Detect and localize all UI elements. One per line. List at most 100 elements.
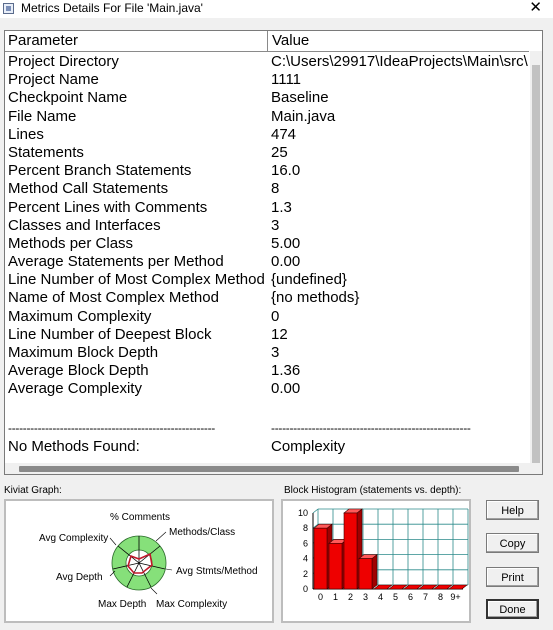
parameter-cell: Classes and Interfaces	[8, 216, 161, 234]
table-row[interactable]: Percent Lines with Comments 1.3	[5, 199, 529, 217]
separator-right: ----------------------------------------…	[271, 421, 471, 435]
histogram-x-tick: 5	[393, 592, 398, 602]
kiviat-axis-max-complexity: Max Complexity	[156, 599, 228, 610]
value-cell: C:\Users\29917\IdeaProjects\Main\src\	[271, 53, 528, 70]
histogram-x-tick: 3	[363, 592, 368, 602]
parameter-cell: Checkpoint Name	[8, 89, 128, 107]
table-row[interactable]: Line Number of Most Complex Method {undef…	[5, 271, 529, 289]
value-cell: 0.00	[271, 380, 301, 398]
horizontal-scrollbar[interactable]	[5, 463, 542, 474]
table-row[interactable]: Name of Most Complex Method {no methods}	[5, 289, 529, 307]
histogram-x-tick: 0	[318, 592, 323, 602]
column-header-parameter[interactable]: Parameter	[5, 31, 268, 51]
histogram-y-tick: 4	[303, 554, 308, 564]
column-header-value[interactable]: Value	[272, 32, 310, 49]
kiviat-graph-label: Kiviat Graph:	[4, 485, 62, 496]
kiviat-graph: % Comments Methods/Class Avg Stmts/Metho…	[4, 499, 274, 623]
histogram-x-tick: 1	[333, 592, 338, 602]
value-cell: 3	[271, 216, 280, 234]
separator-left: ----------------------------------------…	[8, 421, 215, 435]
value-cell: 1.3	[271, 198, 292, 216]
histogram-bar	[358, 558, 373, 590]
histogram-y-tick: 10	[298, 508, 308, 518]
kiviat-leader-lines	[109, 531, 173, 595]
parameter-cell: Average Block Depth	[8, 362, 149, 380]
histogram-x-tick: 6	[408, 592, 413, 602]
table-row[interactable]: Classes and Interfaces 3	[5, 217, 529, 235]
table-row[interactable]: Project Directory C:\Users\29917\IdeaProj…	[5, 53, 529, 71]
done-button[interactable]: Done	[486, 599, 539, 619]
no-methods-label: No Methods Found:	[8, 438, 140, 455]
histogram-x-tick: 9+	[450, 592, 460, 602]
app-window-icon	[3, 3, 14, 14]
copy-button[interactable]: Copy	[486, 533, 539, 553]
table-row[interactable]: Maximum Complexity 0	[5, 308, 529, 326]
value-cell: 12	[271, 325, 288, 343]
separator-row: ----------------------------------------…	[5, 421, 529, 435]
horizontal-scroll-thumb[interactable]	[19, 466, 519, 472]
block-histogram: 10 8 6 4 2 0 0 1 2 3 4 5 6 7 8 9+	[281, 499, 471, 623]
kiviat-svg	[109, 531, 173, 595]
kiviat-metric-shape	[127, 552, 153, 574]
histogram-x-tick: 8	[438, 592, 443, 602]
help-button[interactable]: Help	[486, 500, 539, 520]
table-row[interactable]: Statements 25	[5, 144, 529, 162]
value-cell: 1.36	[271, 362, 301, 380]
complexity-label: Complexity	[271, 438, 346, 455]
histogram-bar	[448, 584, 468, 590]
histogram-x-tick: 2	[348, 592, 353, 602]
value-cell: {undefined}	[271, 271, 347, 289]
kiviat-axis-comments: % Comments	[110, 512, 171, 523]
value-cell: 3	[271, 344, 280, 361]
table-row[interactable]: Methods per Class 5.00	[5, 235, 529, 253]
vertical-scrollbar[interactable]	[530, 51, 542, 465]
parameter-cell: Maximum Complexity	[8, 307, 152, 325]
parameter-cell: Percent Lines with Comments	[8, 198, 208, 216]
parameter-cell: Percent Branch Statements	[8, 162, 192, 180]
table-row[interactable]: Maximum Block Depth 3	[5, 344, 529, 362]
kiviat-axis-avg-stmts-per-method: Avg Stmts/Method	[176, 566, 258, 577]
parameter-cell: Average Statements per Method	[8, 253, 224, 271]
print-button[interactable]: Print	[486, 567, 539, 587]
histogram-bar	[328, 543, 343, 590]
histogram-bar	[343, 512, 358, 590]
table-row[interactable]: Line Number of Deepest Block 12	[5, 326, 529, 344]
kiviat-axis-avg-depth: Avg Depth	[56, 572, 103, 583]
value-cell: 0	[271, 307, 280, 325]
metrics-table: Parameter Value Project Directory C:\User…	[4, 30, 543, 475]
table-row[interactable]: Checkpoint Name Baseline	[5, 89, 529, 107]
kiviat-axis-max-depth: Max Depth	[98, 599, 147, 610]
close-button[interactable]: ✕	[529, 0, 542, 16]
histogram-y-tick: 0	[303, 584, 308, 594]
parameter-cell: Line Number of Deepest Block	[8, 325, 212, 343]
parameter-cell: Lines	[8, 125, 44, 143]
vertical-scroll-thumb[interactable]	[532, 65, 540, 465]
table-header: Parameter Value	[5, 31, 529, 52]
histogram-y-tick: 6	[303, 538, 308, 548]
histogram-y-tick: 8	[303, 523, 308, 533]
table-row[interactable]: Average Complexity 0.00	[5, 380, 529, 398]
table-row[interactable]: Average Block Depth 1.36	[5, 362, 529, 380]
table-row[interactable]: Project Name 1111	[5, 71, 529, 89]
table-row[interactable]: Percent Branch Statements 16.0	[5, 162, 529, 180]
parameter-cell: Project Name	[8, 71, 99, 89]
value-cell: 25	[271, 143, 288, 161]
histogram-gridline	[312, 508, 319, 514]
histogram-bar	[373, 584, 393, 590]
table-rows: Project Directory C:\Users\29917\IdeaProj…	[5, 53, 529, 399]
parameter-cell: Maximum Block Depth	[8, 344, 159, 361]
table-row[interactable]: File Name Main.java	[5, 108, 529, 126]
value-cell: 5.00	[271, 234, 301, 252]
parameter-cell: Line Number of Most Complex Method	[8, 271, 265, 289]
histogram-bar	[433, 584, 453, 590]
table-row[interactable]: Method Call Statements 8	[5, 180, 529, 198]
value-cell: 1111	[271, 71, 302, 89]
histogram-bar	[418, 584, 438, 590]
table-row[interactable]: Lines 474	[5, 126, 529, 144]
window-title: Metrics Details For File 'Main.java'	[21, 1, 203, 15]
table-row[interactable]: Average Statements per Method 0.00	[5, 253, 529, 271]
parameter-cell: Project Directory	[8, 53, 119, 70]
value-cell: 16.0	[271, 162, 301, 180]
histogram-bar	[313, 527, 328, 590]
